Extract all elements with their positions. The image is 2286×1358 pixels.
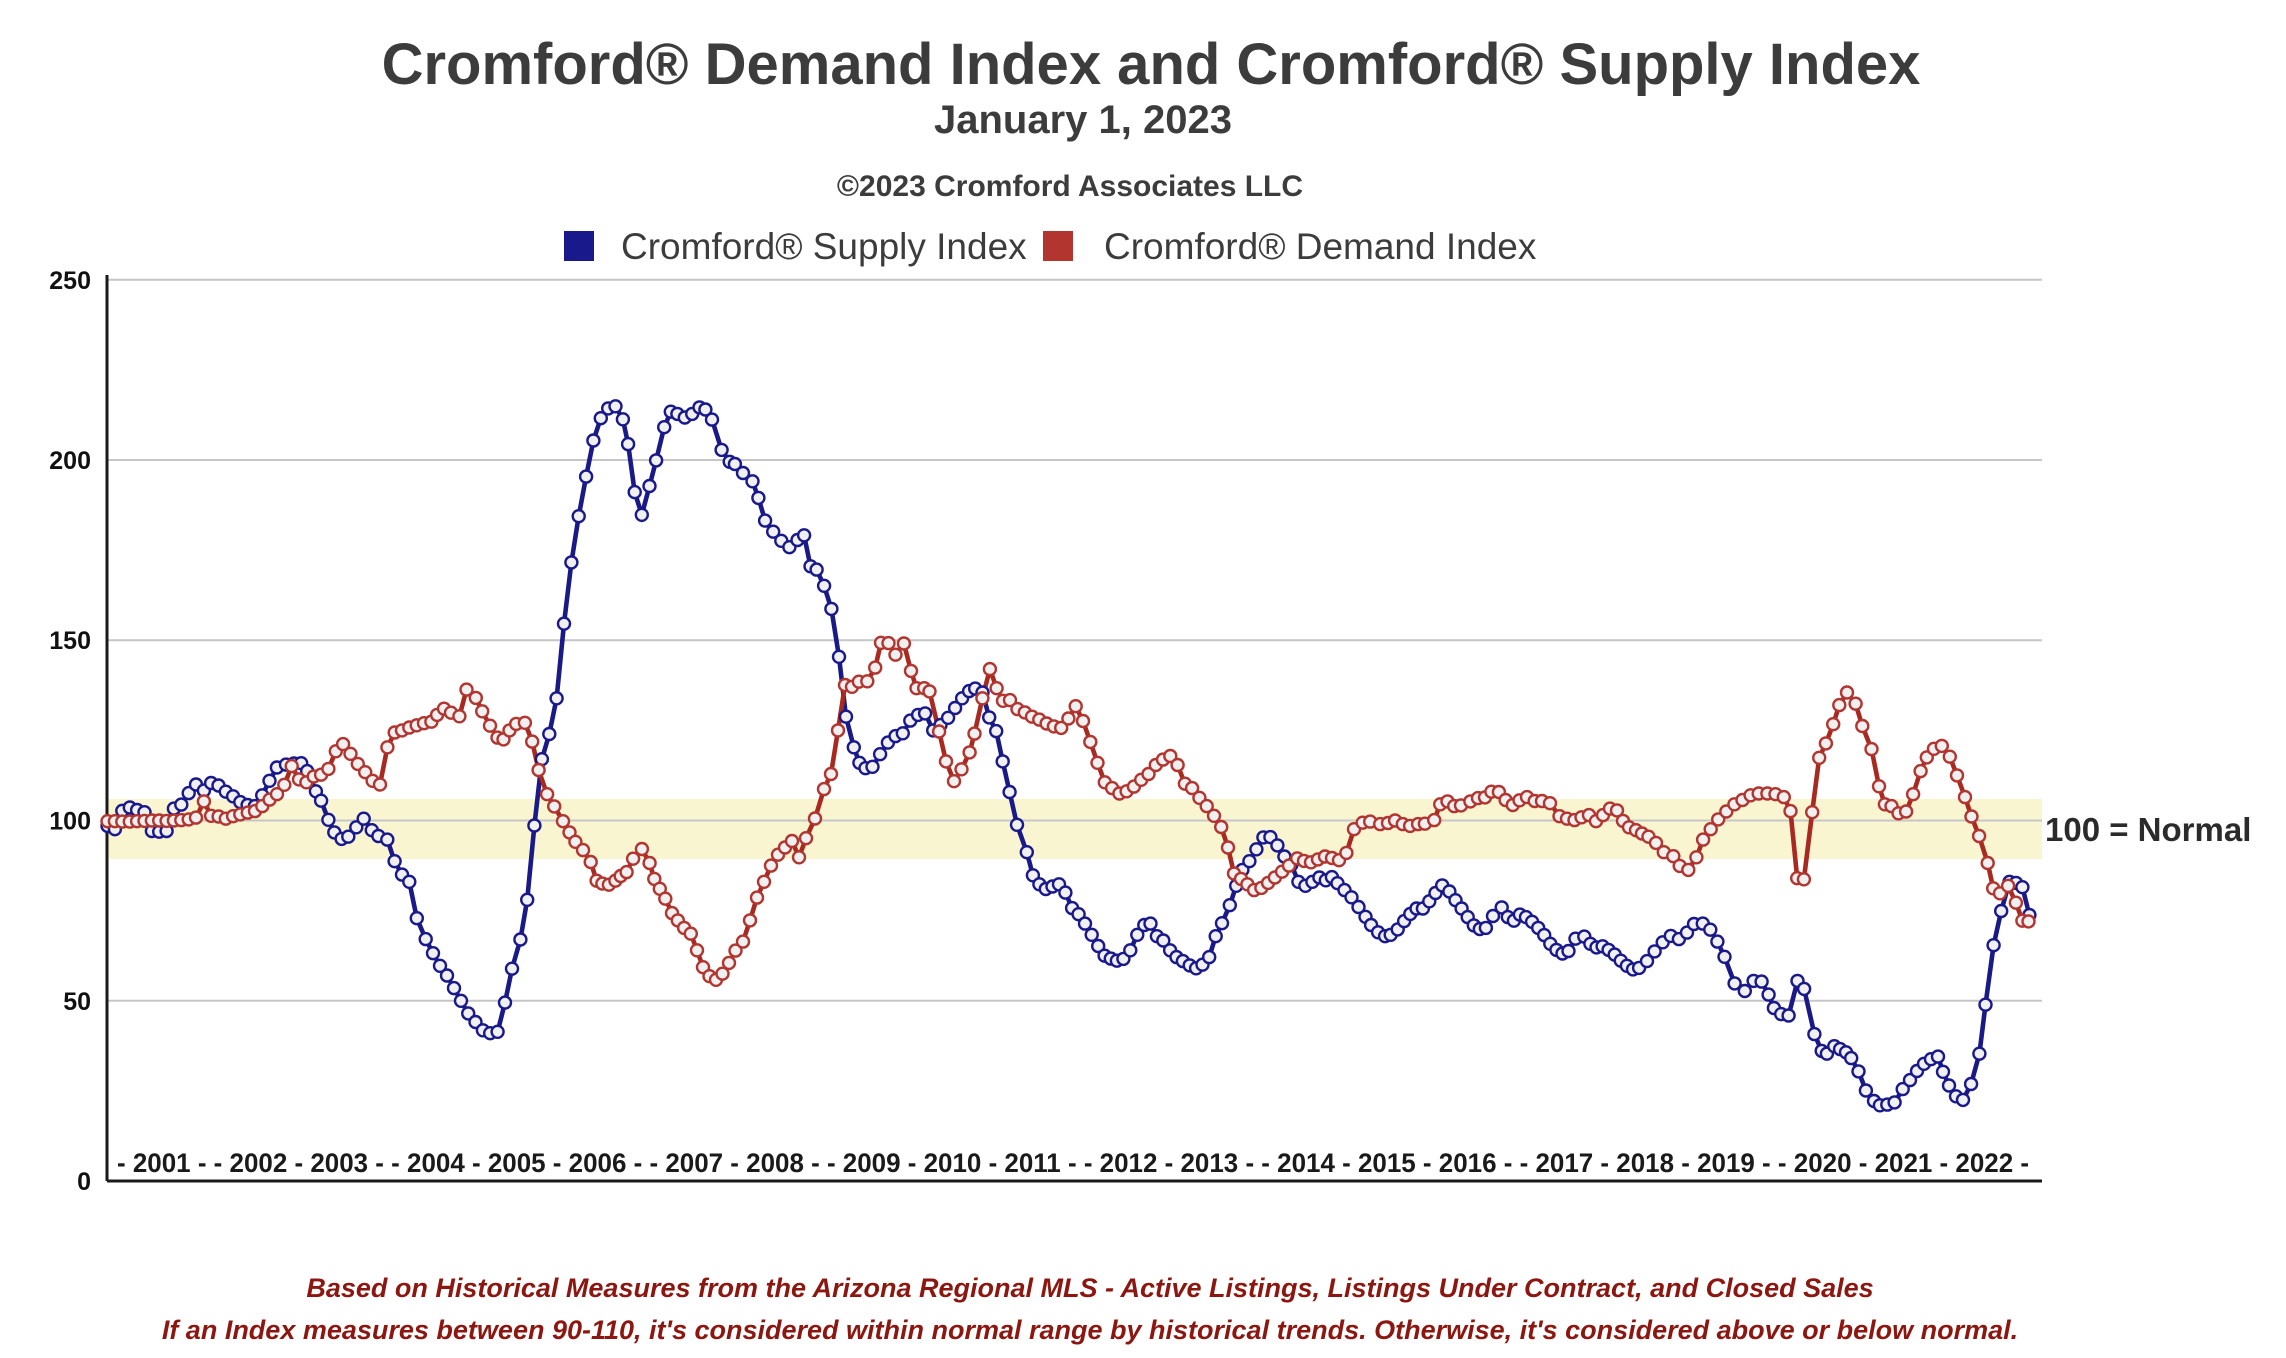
svg-text:50: 50 <box>63 988 91 1016</box>
svg-text:- 2001 - - 2002 - 2003 - - 200: - 2001 - - 2002 - 2003 - - 2004 - 2005 -… <box>117 1148 2029 1178</box>
svg-text:Cromford® Demand Index: Cromford® Demand Index <box>1104 226 1537 267</box>
svg-text:100: 100 <box>49 808 91 836</box>
svg-text:0: 0 <box>77 1168 91 1196</box>
svg-text:200: 200 <box>49 447 91 475</box>
svg-text:Based on Historical Measures f: Based on Historical Measures from the Ar… <box>306 1273 1873 1303</box>
svg-text:150: 150 <box>49 627 91 655</box>
svg-text:Cromford® Demand Index and Cro: Cromford® Demand Index and Cromford® Sup… <box>382 32 1921 97</box>
svg-text:January 1, 2023: January 1, 2023 <box>934 98 1232 142</box>
svg-text:100 = Normal: 100 = Normal <box>2045 811 2251 848</box>
svg-text:If an Index measures between 9: If an Index measures between 90-110, it'… <box>162 1315 2018 1345</box>
svg-text:©2023 Cromford Associates LLC: ©2023 Cromford Associates LLC <box>837 170 1303 203</box>
svg-text:Cromford® Supply Index: Cromford® Supply Index <box>621 226 1027 267</box>
svg-text:250: 250 <box>49 267 91 295</box>
